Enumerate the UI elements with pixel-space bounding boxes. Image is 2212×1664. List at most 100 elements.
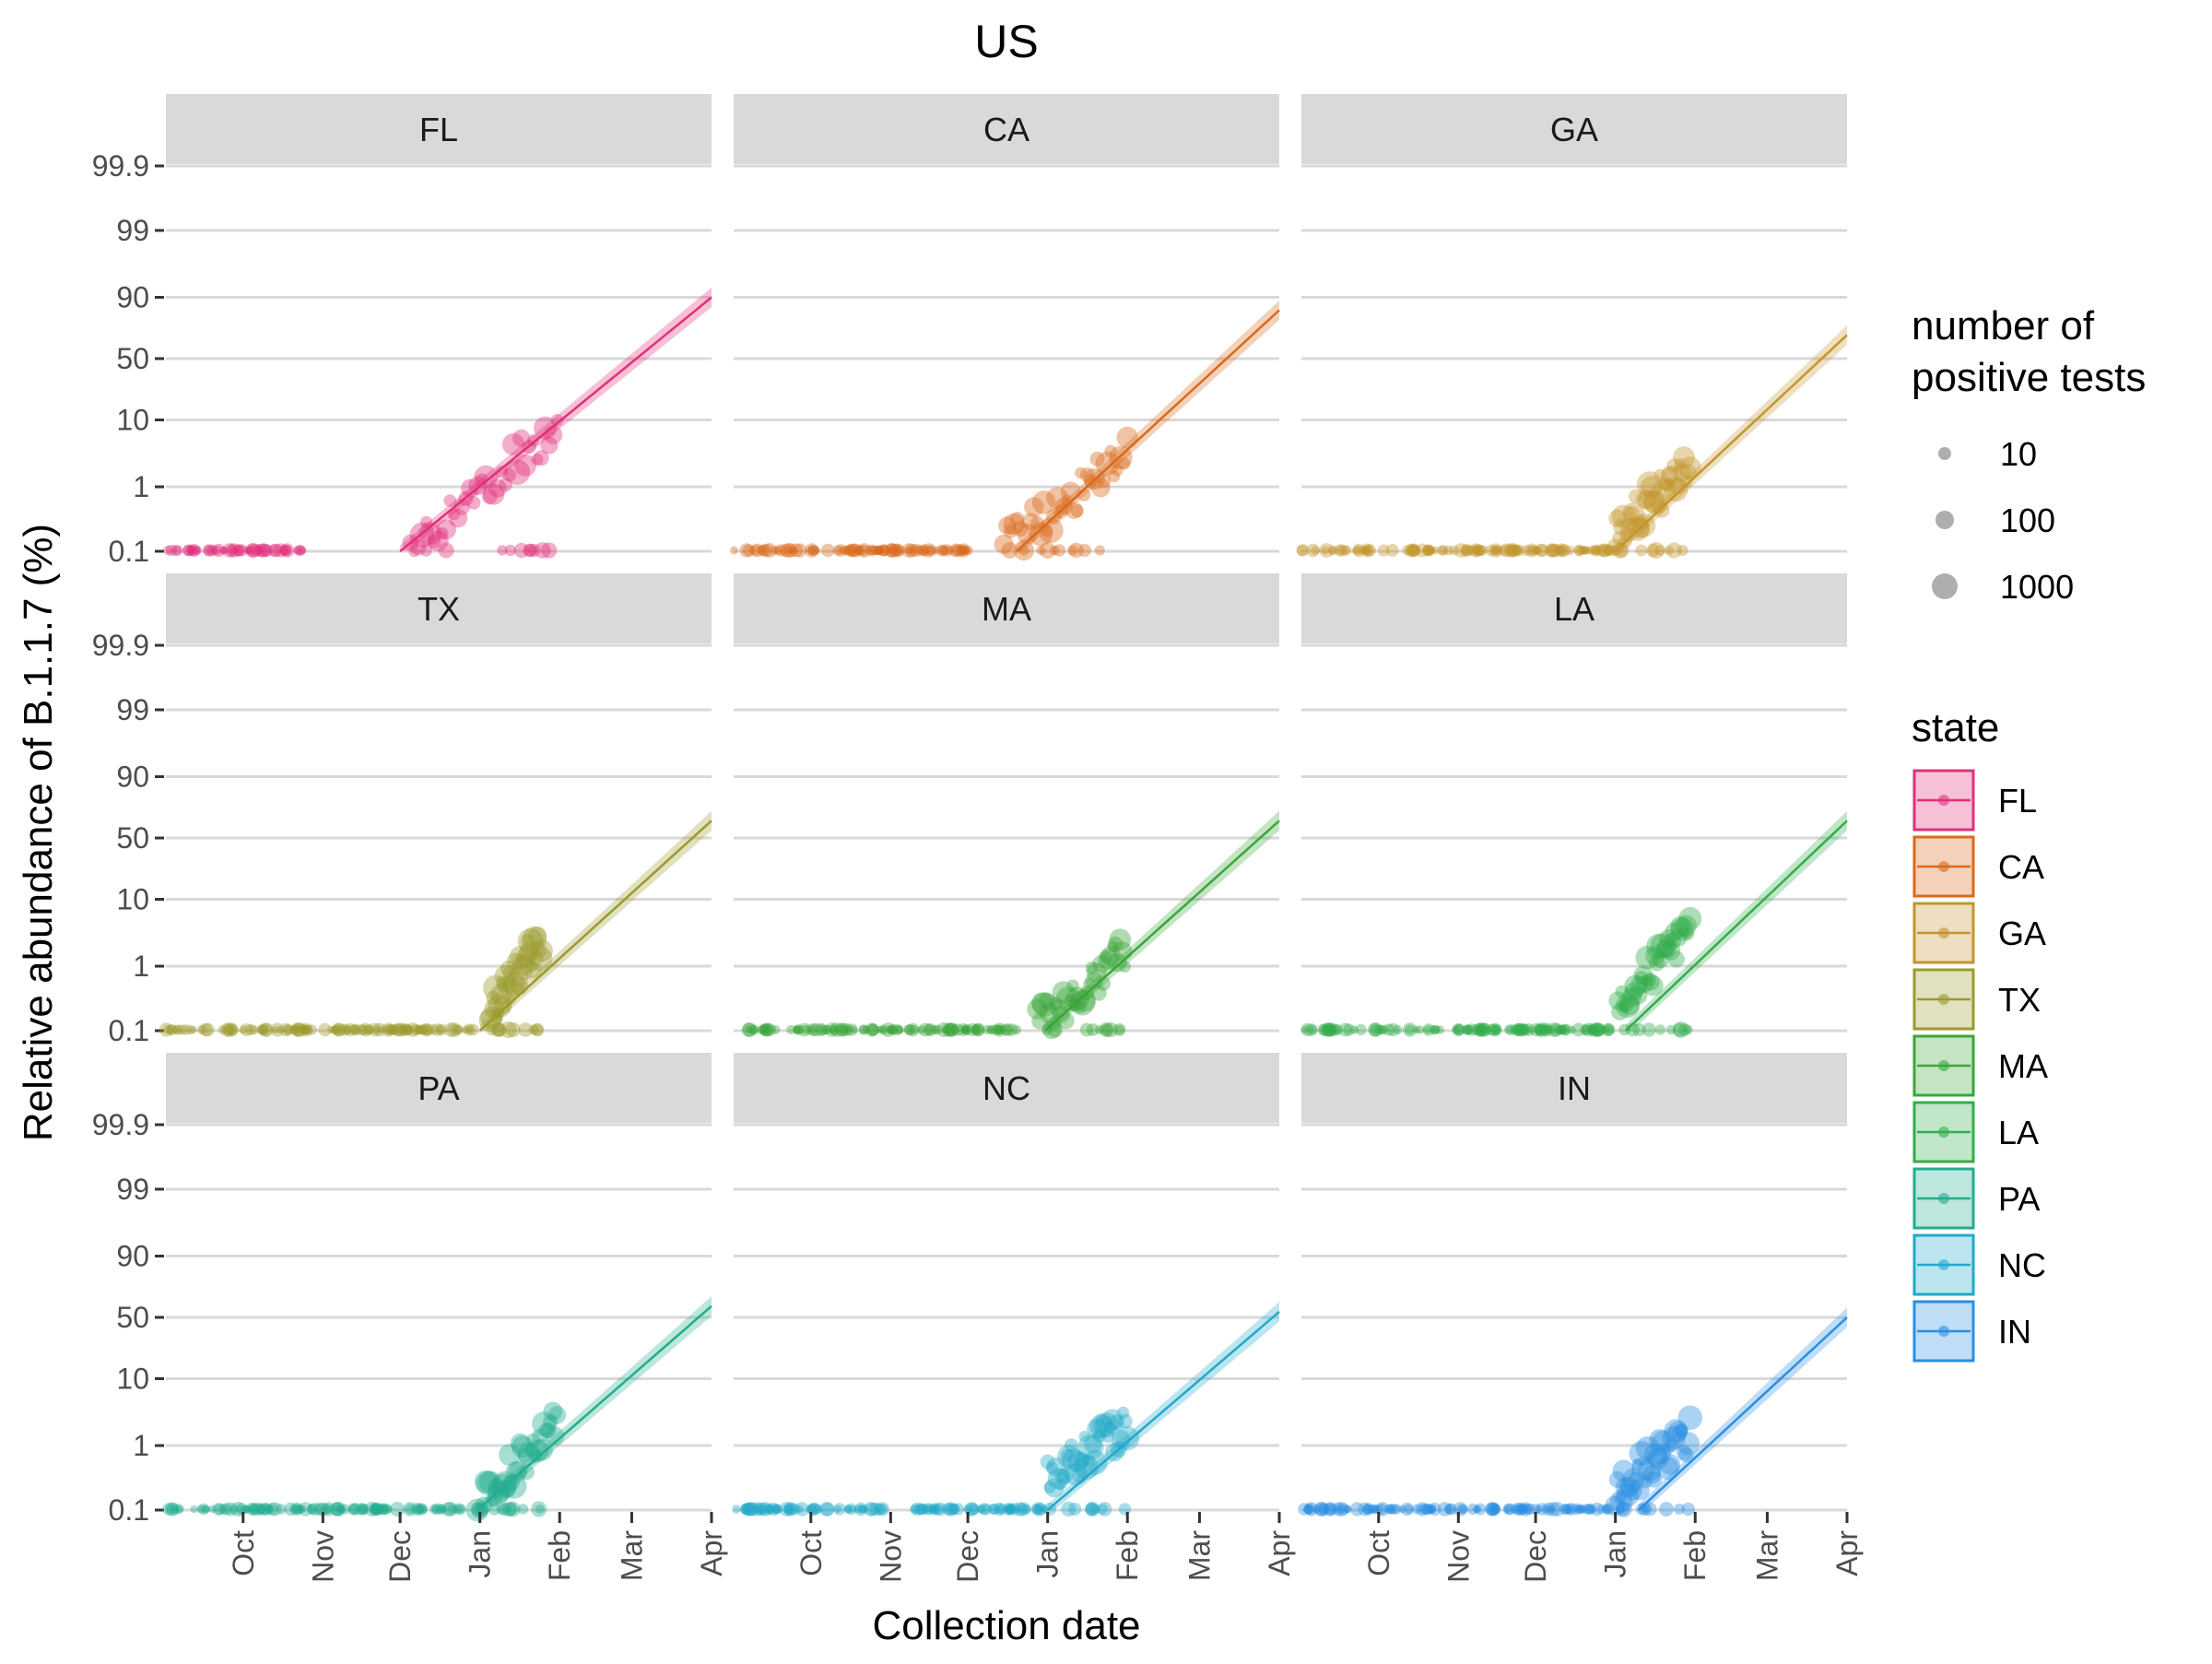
state-legend-label: GA	[1998, 915, 2046, 952]
data-point	[1562, 1504, 1573, 1515]
data-point	[1667, 950, 1685, 968]
data-point	[330, 1502, 345, 1516]
data-point	[1325, 1504, 1336, 1515]
data-point	[1641, 1504, 1651, 1515]
data-point	[203, 544, 216, 557]
state-legend-item: TX	[1912, 968, 2041, 1031]
data-point	[1041, 525, 1053, 537]
data-point	[498, 976, 516, 996]
data-point	[964, 546, 973, 555]
data-point	[917, 1025, 926, 1034]
data-point	[436, 1504, 448, 1515]
data-point	[1605, 1025, 1615, 1034]
data-point	[439, 1505, 447, 1514]
data-point	[1337, 1503, 1349, 1516]
data-point	[941, 1503, 954, 1516]
data-point	[348, 1503, 362, 1516]
data-point	[1086, 1503, 1099, 1516]
x-tick-label: Apr	[1830, 1530, 1864, 1576]
data-point	[308, 1503, 322, 1516]
data-point	[1462, 1024, 1474, 1035]
data-point	[1570, 1503, 1583, 1516]
data-point	[1060, 481, 1081, 502]
data-point	[436, 526, 449, 540]
data-point	[509, 1460, 528, 1480]
data-point	[1630, 1470, 1641, 1483]
data-point	[1428, 1505, 1436, 1513]
data-point	[1001, 1023, 1015, 1036]
data-point	[1485, 544, 1497, 557]
data-point	[1546, 1502, 1561, 1516]
data-point	[877, 544, 889, 557]
data-point	[493, 997, 512, 1014]
data-point	[1427, 546, 1436, 555]
data-point	[403, 1024, 414, 1035]
data-point	[1077, 1434, 1104, 1460]
data-point	[1349, 1502, 1364, 1516]
data-point	[779, 1502, 794, 1516]
data-point	[1547, 1505, 1556, 1514]
data-point	[1590, 544, 1603, 557]
data-point	[806, 546, 816, 555]
size-legend-key	[1932, 573, 1958, 599]
data-point	[523, 926, 547, 950]
data-point	[1503, 1505, 1512, 1514]
data-point	[945, 1022, 959, 1037]
data-point	[1645, 946, 1665, 966]
data-point	[865, 545, 876, 556]
data-point	[224, 1502, 238, 1516]
data-point	[187, 546, 196, 555]
data-point	[1056, 1469, 1073, 1485]
data-point	[1473, 1022, 1488, 1037]
data-point	[1115, 1426, 1140, 1451]
data-point	[1300, 1022, 1314, 1037]
data-point	[1618, 1476, 1641, 1497]
data-point	[499, 478, 512, 492]
data-point	[988, 1503, 1000, 1516]
data-point	[759, 1023, 771, 1036]
data-point	[1624, 974, 1647, 997]
data-point	[1487, 1502, 1500, 1516]
data-point	[170, 1505, 179, 1514]
data-point	[952, 544, 966, 557]
data-point	[746, 1502, 760, 1516]
data-point	[413, 1024, 425, 1035]
data-point	[1554, 1024, 1564, 1035]
data-point	[966, 1022, 980, 1037]
panel-strip-label: MA	[982, 590, 1031, 628]
data-point	[538, 1422, 555, 1438]
data-point	[443, 1022, 459, 1037]
fit-line	[1044, 820, 1280, 1032]
data-point	[185, 1024, 195, 1035]
data-point	[1661, 466, 1683, 487]
data-point	[1101, 1409, 1124, 1431]
data-point	[271, 1026, 279, 1033]
data-point	[1422, 544, 1434, 557]
data-point	[1369, 1504, 1380, 1515]
fit-line	[1016, 309, 1280, 552]
data-point	[928, 1505, 938, 1514]
data-point	[350, 1024, 360, 1035]
data-point	[343, 1022, 357, 1037]
data-point	[1647, 1447, 1669, 1469]
data-point	[894, 1025, 904, 1034]
data-point	[1061, 494, 1074, 508]
data-point	[1661, 478, 1675, 491]
data-point	[199, 1022, 213, 1037]
state-legend-label: TX	[1998, 981, 2041, 1019]
data-point	[1097, 474, 1112, 488]
data-point	[364, 1024, 374, 1035]
data-point	[1082, 1450, 1108, 1476]
size-legend-label: 1000	[2000, 568, 2074, 606]
y-tick-label: 99.9	[92, 149, 149, 183]
data-point	[236, 1505, 244, 1514]
data-point	[1116, 1406, 1130, 1420]
data-point	[1673, 1423, 1688, 1438]
data-point	[364, 1502, 380, 1516]
data-point	[371, 1503, 385, 1516]
data-point	[512, 429, 531, 447]
data-point	[1311, 546, 1320, 555]
data-point	[1046, 1016, 1062, 1031]
data-point	[1430, 1024, 1441, 1035]
